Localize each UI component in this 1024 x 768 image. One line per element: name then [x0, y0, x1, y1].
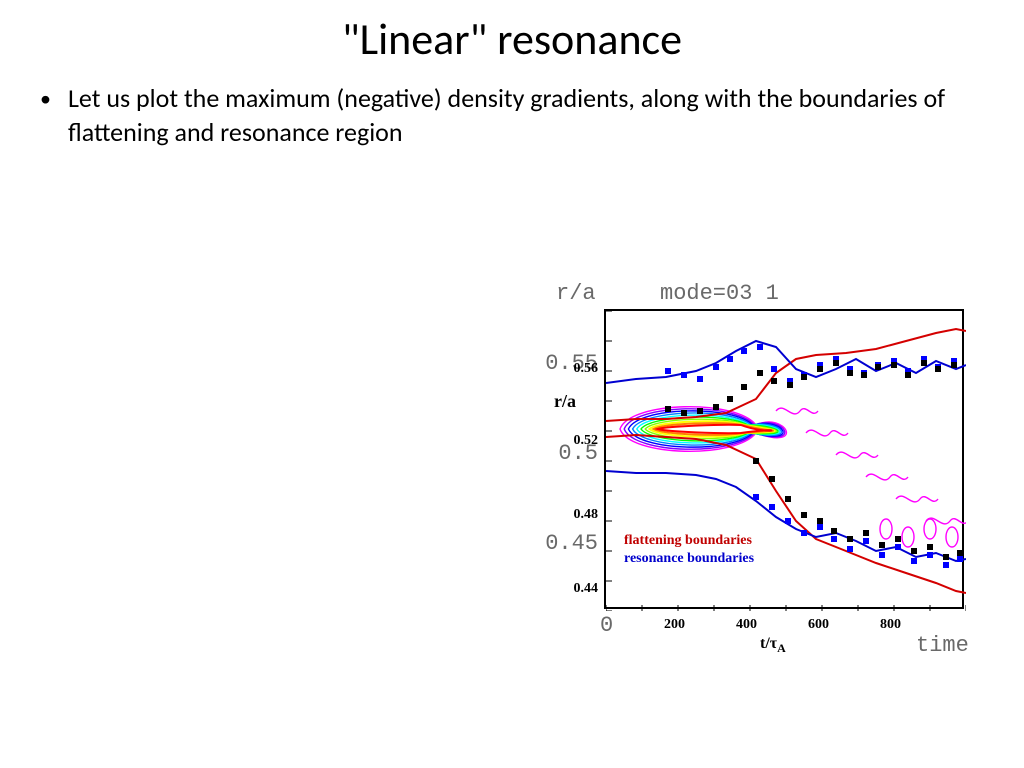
bullet-dot: •: [40, 82, 68, 114]
y-tick-grey: 0.45: [540, 531, 598, 556]
legend-resonance: resonance boundaries: [624, 551, 754, 567]
x-axis-label-time: time: [916, 633, 969, 658]
mode-label: mode=03 1: [660, 281, 779, 306]
x-tick-overlay: 400: [736, 617, 757, 633]
y-tick-overlay: 0.56: [548, 361, 598, 377]
y-axis-title: r/a: [556, 281, 596, 306]
x-tick-overlay: 600: [808, 617, 829, 633]
y-tick-overlay: 0.44: [548, 581, 598, 597]
bullet-text: Let us plot the maximum (negative) densi…: [68, 82, 984, 150]
x-tick-overlay: 800: [880, 617, 901, 633]
y-tick-overlay: 0.48: [548, 507, 598, 523]
slide-title: "Linear" resonance: [0, 0, 1024, 66]
chart-figure: r/a mode=03 1 flattening boundaries reso…: [540, 275, 980, 665]
bullet-list: • Let us plot the maximum (negative) den…: [0, 66, 1024, 150]
x-tick-grey: 0: [600, 613, 613, 638]
x-tick-overlay: 200: [664, 617, 685, 633]
y-tick-overlay: 0.52: [548, 433, 598, 449]
legend-flattening: flattening boundaries: [624, 533, 752, 549]
plot-area: flattening boundaries resonance boundari…: [604, 309, 964, 609]
x-axis-overlay-label: t/τA: [760, 635, 786, 656]
y-axis-overlay-label: r/a: [554, 391, 576, 412]
